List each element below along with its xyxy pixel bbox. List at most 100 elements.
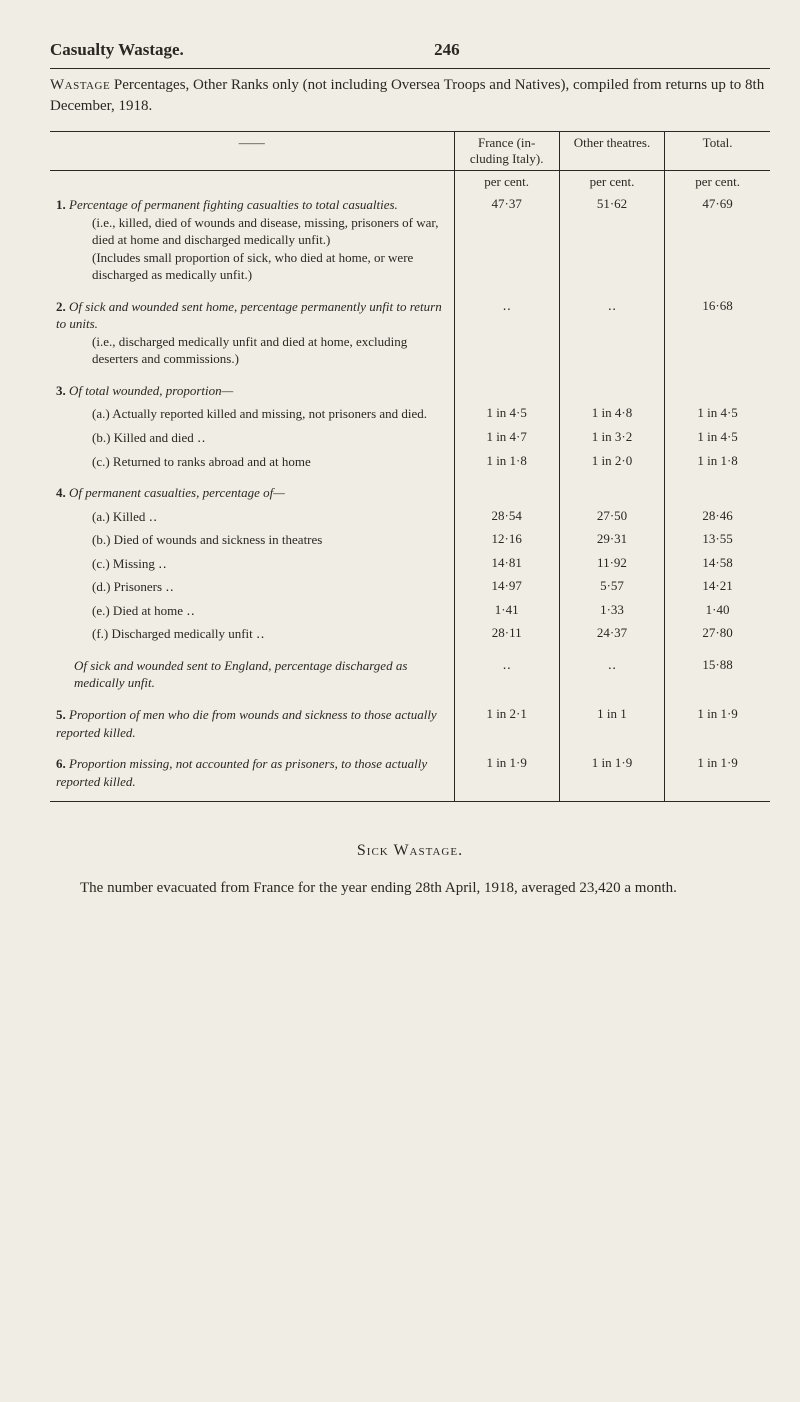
row-3a-c3: 1 in 4·5 [665,402,770,426]
rule-top [50,68,770,69]
row-4e: (e.) Died at home ‥ 1·41 1·33 1·40 [50,599,770,623]
row-4b-c1: 12·16 [454,528,559,552]
row-1-c1: 47·37 [454,193,559,287]
table-head-row: —— France (in- cluding Italy). Other the… [50,132,770,171]
row-4c: (c.) Missing ‥ 14·81 11·92 14·58 [50,552,770,576]
row-4a-c2: 27·50 [559,505,664,529]
row-2-c1: ‥ [454,295,559,371]
row-4b-c3: 13·55 [665,528,770,552]
row-4a-c3: 28·46 [665,505,770,529]
pc-c3: per cent. [665,171,770,194]
row-4d-label: (d.) Prisoners ‥ [56,578,448,596]
row-4t-c3: 15·88 [665,654,770,695]
row-4f-label: (f.) Discharged medically unfit ‥ [56,625,448,643]
row-6-desc: Proportion missing, not accounted for as… [56,756,427,789]
row-3c-c2: 1 in 2·0 [559,450,664,474]
running-head: Casualty Wastage. [50,40,184,60]
row-6: 6. Proportion missing, not accounted for… [50,752,770,793]
row-5: 5. Proportion of men who die from wounds… [50,703,770,744]
row-3c-c1: 1 in 1·8 [454,450,559,474]
row-3a-c1: 1 in 4·5 [454,402,559,426]
row-5-n: 5. [56,707,66,722]
row-3b-c3: 1 in 4·5 [665,426,770,450]
percent-head-row: per cent. per cent. per cent. [50,171,770,194]
row-5-desc: Proportion of men who die from wounds an… [56,707,437,740]
row-3c-c3: 1 in 1·8 [665,450,770,474]
row-5-c1: 1 in 2·1 [454,703,559,744]
row-3b-label: (b.) Killed and died ‥ [56,429,448,447]
row-5-c2: 1 in 1 [559,703,664,744]
row-4c-label: (c.) Missing ‥ [56,555,448,573]
row-3c: (c.) Returned to ranks abroad and at hom… [50,450,770,474]
row-4a-c1: 28·54 [454,505,559,529]
title-caps: Wastage [50,77,110,93]
row-4c-c3: 14·58 [665,552,770,576]
row-3c-label: (c.) Returned to ranks abroad and at hom… [56,453,448,471]
row-4f-c2: 24·37 [559,622,664,646]
row-4b-label: (b.) Died of wounds and sickness in thea… [56,531,448,549]
row-2-sub-0: (i.e., discharged medically unfit and di… [56,333,448,368]
row-4a: (a.) Killed ‥ 28·54 27·50 28·46 [50,505,770,529]
page-number: 246 [434,40,460,60]
row-3-head: 3. Of total wounded, proportion— [50,379,770,403]
row-4-trailer-label: Of sick and wounded sent to England, per… [56,657,448,692]
row-1-sub-0: (i.e., killed, died of wounds and diseas… [56,214,448,249]
pc-c1: per cent. [454,171,559,194]
row-4-head: 4. Of permanent casualties, percentage o… [50,481,770,505]
row-4d: (d.) Prisoners ‥ 14·97 5·57 14·21 [50,575,770,599]
row-6-c2: 1 in 1·9 [559,752,664,793]
head-dash: —— [50,132,454,171]
row-1-desc: Percentage of permanent fighting casualt… [69,197,398,212]
row-5-c3: 1 in 1·9 [665,703,770,744]
row-2-c3: 16·68 [665,295,770,371]
row-6-n: 6. [56,756,66,771]
row-4f-c1: 28·11 [454,622,559,646]
row-2: 2. Of sick and wounded sent home, percen… [50,295,770,371]
pc-c2: per cent. [559,171,664,194]
row-4e-label: (e.) Died at home ‥ [56,602,448,620]
row-4d-c2: 5·57 [559,575,664,599]
row-1-c3: 47·69 [665,193,770,287]
row-4c-c2: 11·92 [559,552,664,576]
row-6-c1: 1 in 1·9 [454,752,559,793]
row-3-n: 3. [56,383,66,398]
row-4t-c2: ‥ [559,654,664,695]
row-4d-c3: 14·21 [665,575,770,599]
row-2-c2: ‥ [559,295,664,371]
row-4e-c1: 1·41 [454,599,559,623]
row-4f: (f.) Discharged medically unfit ‥ 28·11 … [50,622,770,646]
row-1-c2: 51·62 [559,193,664,287]
sick-wastage-para: The number evacuated from France for the… [50,878,770,900]
table-title: Wastage Percentages, Other Ranks only (n… [50,75,770,117]
row-3b-c1: 1 in 4·7 [454,426,559,450]
row-4b: (b.) Died of wounds and sickness in thea… [50,528,770,552]
title-rest: Percentages, Other Ranks only (not inclu… [50,77,764,114]
row-1-sub-1: (Includes small proportion of sick, who … [56,249,448,284]
row-4-trailer: Of sick and wounded sent to England, per… [50,654,770,695]
section-sick-wastage-title: Sick Wastage. [50,842,770,860]
row-3b-c2: 1 in 3·2 [559,426,664,450]
row-3b: (b.) Killed and died ‥ 1 in 4·7 1 in 3·2… [50,426,770,450]
row-4d-c1: 14·97 [454,575,559,599]
row-4t-c1: ‥ [454,654,559,695]
row-4-desc: Of permanent casualties, percentage of— [69,485,285,500]
row-2-desc: Of sick and wounded sent home, percentag… [56,299,442,332]
row-1-n: 1. [56,197,66,212]
head-france: France (in- cluding Italy). [454,132,559,171]
row-3-desc: Of total wounded, proportion— [69,383,233,398]
row-2-n: 2. [56,299,66,314]
header-row: Casualty Wastage. 246 [50,40,770,60]
head-total: Total. [665,132,770,171]
row-4c-c1: 14·81 [454,552,559,576]
row-4a-label: (a.) Killed ‥ [56,508,448,526]
row-4b-c2: 29·31 [559,528,664,552]
row-3a: (a.) Actually reported killed and missin… [50,402,770,426]
row-3a-label: (a.) Actually reported killed and missin… [56,405,448,423]
row-4e-c3: 1·40 [665,599,770,623]
wastage-table: —— France (in- cluding Italy). Other the… [50,131,770,802]
head-other: Other theatres. [559,132,664,171]
row-4-n: 4. [56,485,66,500]
row-1: 1. Percentage of permanent fighting casu… [50,193,770,287]
row-6-c3: 1 in 1·9 [665,752,770,793]
row-3a-c2: 1 in 4·8 [559,402,664,426]
